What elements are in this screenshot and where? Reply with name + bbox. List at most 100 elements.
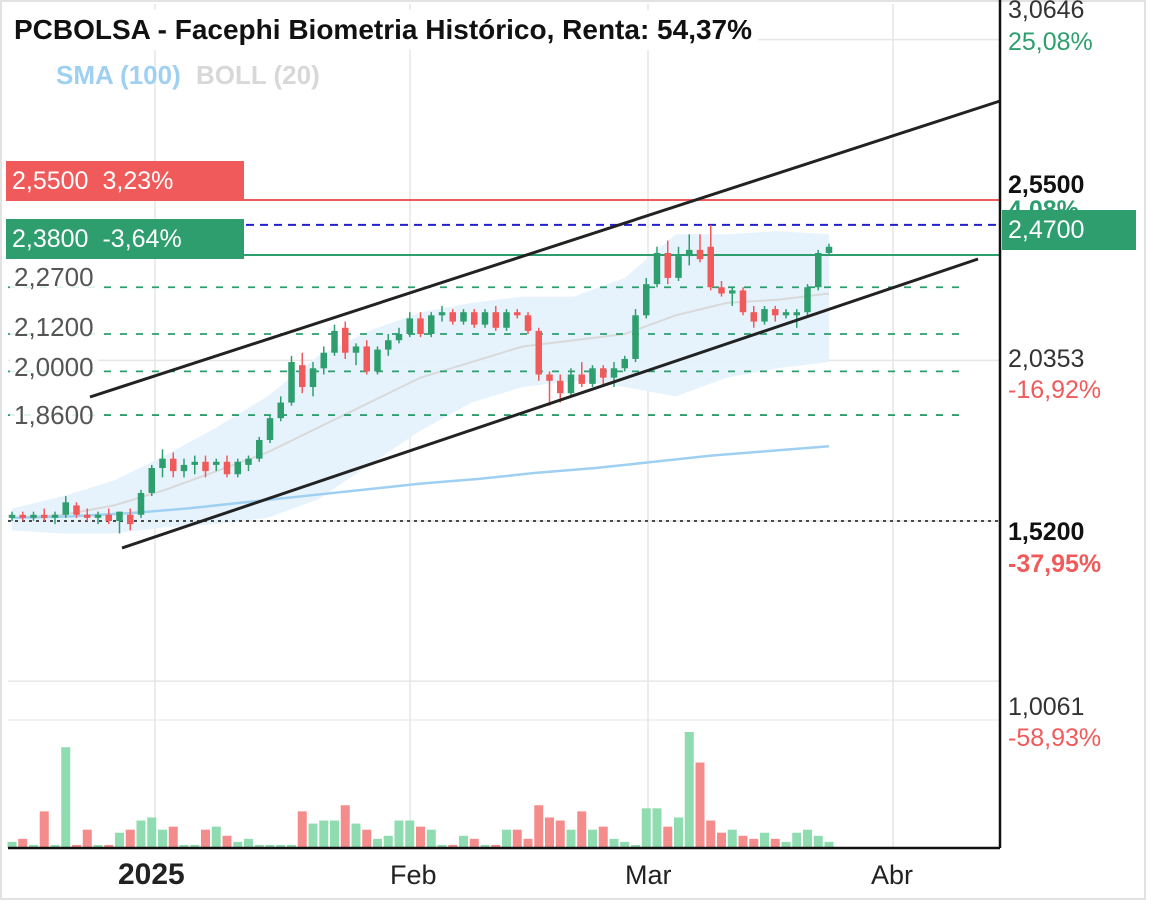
volume-bar — [534, 805, 544, 848]
volume-bar — [824, 841, 834, 848]
sma-line — [11, 444, 830, 520]
candle-body — [578, 374, 585, 384]
axis-price-label: 2,5500 — [1008, 171, 1085, 199]
volume-bar — [566, 829, 576, 848]
candle-body — [449, 312, 456, 322]
volume-bar — [82, 829, 92, 848]
candle-body — [137, 492, 145, 515]
candle-body — [116, 511, 123, 521]
candle-body — [374, 349, 381, 372]
axis-price-label: 1,5200 — [1008, 518, 1085, 546]
bollinger-middle-line — [11, 292, 830, 519]
axis-pct-label: -16,92% — [1008, 376, 1102, 404]
volume-bar — [695, 762, 705, 848]
candle-body — [729, 290, 736, 294]
x-tick-label: 2025 — [118, 858, 185, 891]
volume-bar — [749, 838, 759, 848]
volume-bar — [297, 811, 307, 848]
volume-bar — [29, 844, 38, 848]
axis-pct-label: -37,95% — [1008, 550, 1102, 578]
volume-bar — [491, 844, 501, 848]
support-pct: -3,64% — [102, 225, 182, 253]
candle-body — [632, 315, 639, 359]
volume-bar — [448, 844, 458, 848]
candle-body — [503, 312, 510, 328]
candle-body — [653, 252, 661, 285]
volume-bar — [609, 838, 619, 848]
candle-body — [277, 402, 284, 419]
volume-bar — [416, 826, 425, 848]
volume-bar — [18, 838, 28, 848]
candle-body — [460, 312, 467, 322]
candle-body — [589, 368, 596, 384]
volume-bar — [738, 835, 748, 848]
volume-bar — [459, 835, 468, 848]
candle-body — [793, 312, 800, 316]
volume-bar — [760, 832, 769, 848]
candle-body — [546, 374, 553, 381]
candle-body — [223, 461, 231, 475]
volume-bar — [781, 841, 791, 848]
candle-body — [266, 418, 274, 440]
chart-title: PCBOLSA - Facephi Biometria Histórico, R… — [8, 10, 759, 50]
candle-body — [514, 312, 521, 316]
candle-body — [170, 458, 177, 472]
resistance-price: 2,5500 — [12, 167, 89, 195]
volume-bar — [244, 838, 253, 848]
last-price: 2,4700 — [1008, 216, 1085, 244]
volume-bar — [717, 832, 726, 848]
volume-bar — [803, 829, 812, 848]
volume-bar — [287, 844, 296, 848]
candle-body — [707, 246, 714, 288]
candle-body — [438, 312, 446, 316]
candle-body — [395, 334, 403, 341]
candle-body — [30, 514, 37, 518]
candle-body — [256, 439, 263, 459]
axis-price-label: 2,0353 — [1008, 345, 1085, 373]
candle-body — [739, 290, 747, 313]
candle-body — [535, 330, 542, 375]
volume-bar — [39, 811, 49, 848]
volume-bar — [211, 826, 221, 848]
volume-bar — [276, 844, 286, 848]
boll-legend[interactable]: BOLL (20) — [195, 60, 320, 90]
candle-body — [19, 514, 26, 518]
candle-body — [73, 505, 80, 515]
candle-body — [804, 287, 811, 313]
bollinger-band — [12, 231, 829, 534]
candle-body — [696, 249, 704, 260]
candle-body — [309, 368, 317, 387]
candle-body — [492, 312, 499, 328]
candle-body — [8, 514, 16, 518]
candle-body — [718, 287, 725, 294]
candle-body — [288, 362, 295, 403]
axis-price-label: 1,0061 — [1008, 693, 1085, 721]
axis-pct-label: 4,08% — [1008, 196, 1079, 210]
x-tick-label: Mar — [625, 860, 672, 890]
volume-bar — [598, 826, 608, 848]
volume-bar — [480, 844, 490, 848]
volume-bar — [254, 844, 264, 848]
candle-body — [352, 346, 360, 353]
sma-legend[interactable]: SMA (100) — [56, 60, 181, 90]
level-label: 1,8600 — [10, 400, 98, 430]
candle-body — [331, 330, 338, 353]
candle-body — [363, 346, 370, 372]
candle-body — [825, 246, 833, 253]
resistance-pct: 3,23% — [102, 167, 174, 195]
volume-bar — [641, 808, 651, 848]
indicator-legend[interactable]: SMA (100) BOLL (20) — [56, 60, 320, 91]
candle-body — [557, 380, 564, 394]
volume-bar — [792, 832, 802, 848]
volume-bar — [115, 832, 124, 848]
volume-bar — [437, 844, 447, 848]
volume-bar — [7, 841, 17, 848]
volume-bar — [394, 820, 404, 848]
level-label: 2,1200 — [10, 312, 98, 342]
channel-lower-line — [121, 257, 979, 550]
candle-body — [213, 461, 220, 465]
volume-bar — [330, 820, 339, 848]
candle-body — [610, 368, 618, 378]
channel-upper-line — [89, 99, 1001, 399]
